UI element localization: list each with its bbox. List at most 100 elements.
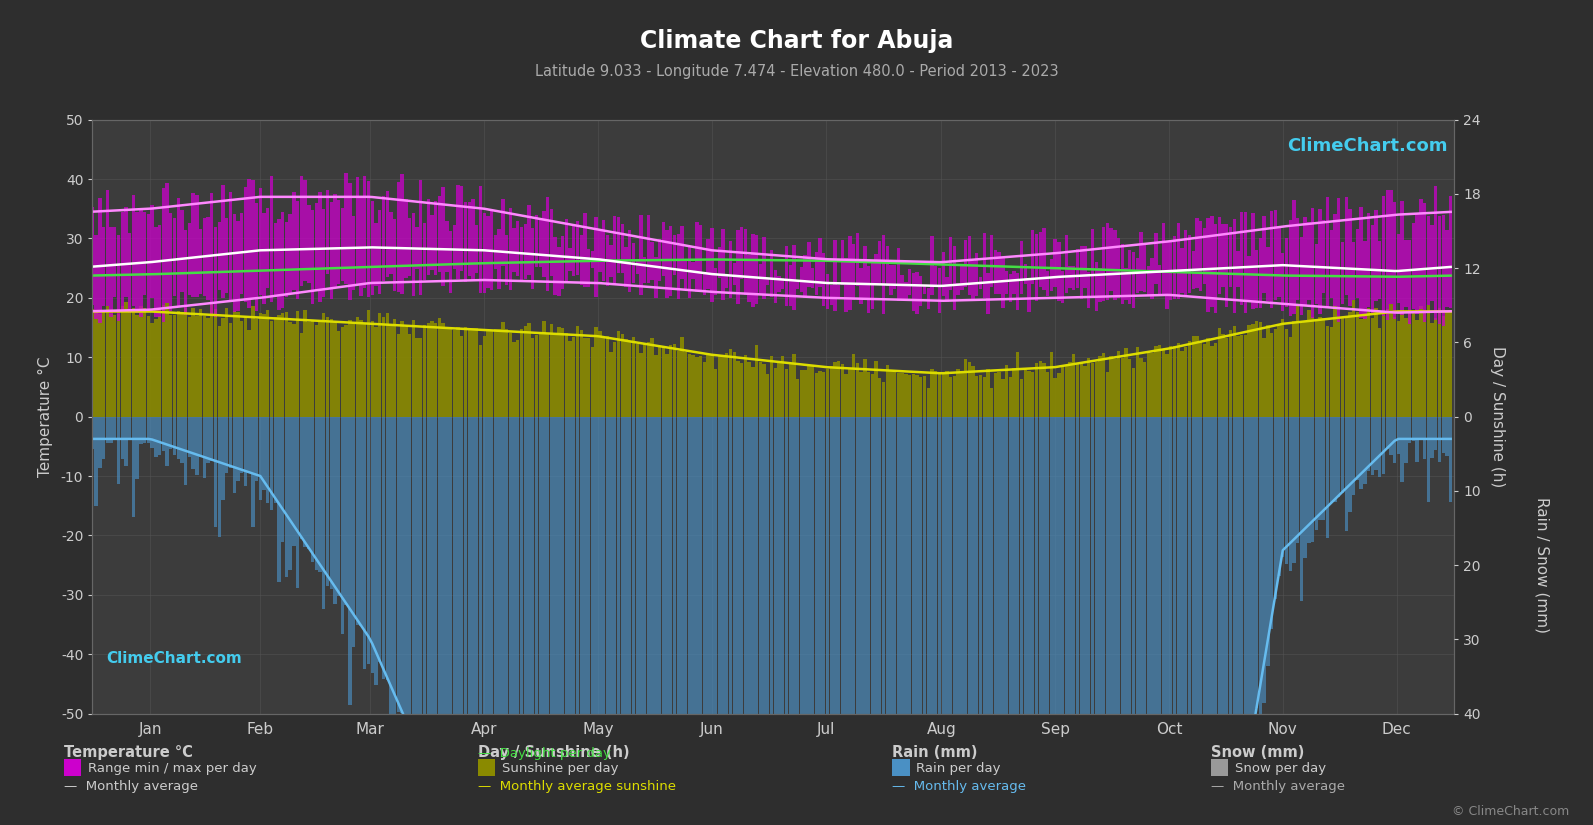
Bar — [758, 264, 761, 294]
Bar — [695, 221, 699, 292]
Bar — [327, 191, 330, 274]
Bar — [1247, 325, 1251, 417]
Bar — [433, 323, 438, 417]
Bar — [199, 309, 202, 417]
Bar — [1172, 417, 1176, 825]
Bar — [1300, 323, 1303, 417]
Bar — [922, 286, 926, 295]
Bar — [621, 417, 624, 825]
Bar — [889, 370, 892, 417]
Bar — [1266, 247, 1270, 301]
Bar — [1047, 271, 1050, 296]
Bar — [1319, 417, 1322, 520]
Bar — [158, 417, 161, 455]
Y-axis label: Day / Sunshine (h): Day / Sunshine (h) — [1489, 346, 1504, 488]
Bar — [389, 417, 392, 730]
Bar — [825, 370, 830, 417]
Bar — [1192, 417, 1195, 825]
Bar — [680, 226, 683, 279]
Bar — [836, 361, 841, 417]
Bar — [844, 258, 847, 312]
Bar — [1144, 244, 1147, 292]
Bar — [624, 247, 628, 287]
Bar — [236, 220, 239, 311]
Bar — [207, 318, 210, 417]
Bar — [1184, 229, 1187, 295]
Bar — [1308, 417, 1311, 543]
Bar — [803, 256, 806, 298]
Bar — [1325, 417, 1329, 538]
Bar — [196, 315, 199, 417]
Bar — [519, 328, 523, 417]
Bar — [1297, 306, 1300, 417]
Bar — [1222, 417, 1225, 825]
Bar — [269, 321, 272, 417]
Bar — [277, 417, 280, 582]
Bar — [422, 324, 427, 417]
Bar — [1292, 200, 1295, 314]
Bar — [655, 417, 658, 825]
Bar — [613, 417, 616, 825]
Bar — [897, 248, 900, 301]
Bar — [830, 417, 833, 825]
Bar — [1069, 266, 1072, 288]
Bar — [497, 229, 500, 289]
Bar — [221, 318, 225, 417]
Bar — [911, 273, 914, 311]
Bar — [1381, 196, 1386, 316]
Bar — [422, 223, 427, 281]
Bar — [1203, 344, 1206, 417]
Bar — [1206, 218, 1209, 312]
Bar — [1419, 199, 1423, 309]
Bar — [650, 338, 653, 417]
Bar — [989, 417, 994, 825]
Bar — [814, 373, 817, 417]
Bar — [1262, 338, 1266, 417]
Bar — [225, 309, 228, 417]
Bar — [964, 240, 967, 287]
Bar — [1367, 308, 1370, 417]
Bar — [135, 315, 139, 417]
Bar — [811, 366, 814, 417]
Bar — [730, 241, 733, 298]
Bar — [330, 318, 333, 417]
Bar — [430, 215, 433, 271]
Bar — [486, 417, 489, 825]
Bar — [535, 214, 538, 266]
Bar — [781, 417, 784, 825]
Bar — [299, 332, 303, 417]
Bar — [669, 417, 672, 825]
Bar — [616, 417, 620, 825]
Bar — [1217, 217, 1220, 295]
Bar — [863, 417, 867, 825]
Bar — [1188, 417, 1192, 825]
Bar — [1364, 241, 1367, 318]
Bar — [1386, 309, 1389, 417]
Bar — [397, 334, 400, 417]
Bar — [1005, 417, 1008, 825]
Bar — [945, 417, 948, 825]
Bar — [1233, 417, 1236, 825]
Bar — [360, 197, 363, 296]
Bar — [949, 377, 953, 417]
Bar — [688, 247, 691, 298]
Bar — [1091, 363, 1094, 417]
Bar — [449, 328, 452, 417]
Bar — [938, 268, 941, 313]
Bar — [191, 417, 194, 469]
Bar — [1274, 417, 1278, 599]
Text: Latitude 9.033 - Longitude 7.474 - Elevation 480.0 - Period 2013 - 2023: Latitude 9.033 - Longitude 7.474 - Eleva… — [535, 64, 1058, 79]
Bar — [933, 370, 937, 417]
Bar — [1308, 222, 1311, 299]
Bar — [150, 205, 155, 298]
Bar — [110, 314, 113, 417]
Bar — [422, 417, 427, 777]
Bar — [468, 202, 472, 276]
Bar — [669, 226, 672, 296]
Bar — [933, 417, 937, 825]
Bar — [255, 203, 258, 311]
Bar — [1442, 417, 1445, 453]
Bar — [292, 417, 296, 546]
Bar — [1150, 258, 1153, 299]
Bar — [1064, 417, 1067, 825]
